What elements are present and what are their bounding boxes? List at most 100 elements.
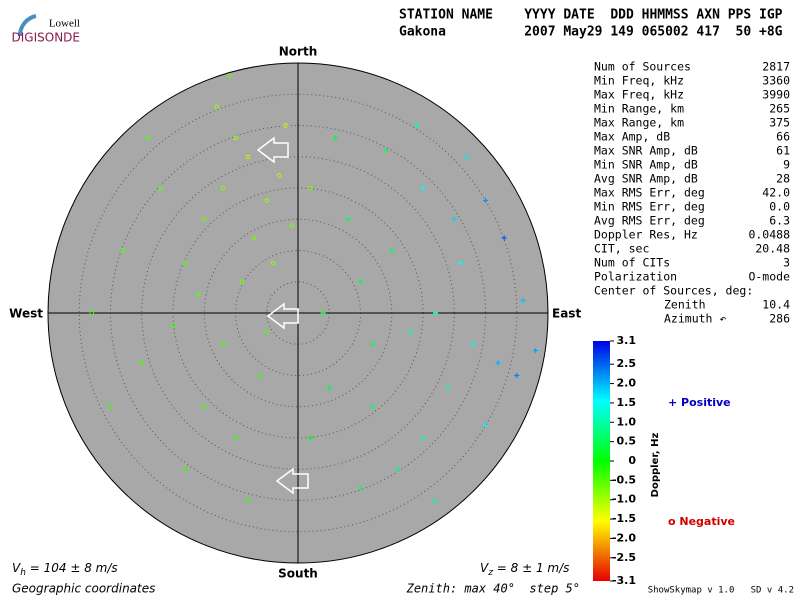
source-negative xyxy=(108,404,113,410)
source-positive xyxy=(408,329,413,335)
colorbar-tick-label: -1.0 xyxy=(612,493,636,506)
stat-value: 9 xyxy=(783,158,790,172)
source-positive xyxy=(420,435,426,441)
stat-value: 20.48 xyxy=(755,242,790,256)
arrow xyxy=(266,302,299,330)
vh-sub: h xyxy=(20,568,26,578)
vh-symbol: V xyxy=(12,561,21,575)
source-positive xyxy=(308,435,313,441)
stat-label: Azimuth ↶ xyxy=(664,312,726,326)
logo-top: Lowell xyxy=(49,18,80,30)
stat-value: 28 xyxy=(776,172,790,186)
stat-label: Min SNR Amp, dB xyxy=(594,158,698,172)
source-positive xyxy=(445,385,451,391)
source-positive xyxy=(383,148,388,153)
source-positive xyxy=(451,216,457,222)
source-positive xyxy=(433,310,438,316)
source-positive xyxy=(358,279,363,285)
colorbar-tick-label: 1.0 xyxy=(617,415,637,428)
source-negative xyxy=(226,73,232,78)
colorbar-tick-label: 0 xyxy=(628,454,636,467)
colorbar-tick-label: -3.1 xyxy=(612,574,636,587)
source-negative xyxy=(233,135,238,141)
source-positive xyxy=(470,341,476,347)
coords-label: Geographic coordinates xyxy=(12,582,155,596)
source-negative xyxy=(289,223,295,228)
stat-label: Doppler Res, Hz xyxy=(594,228,698,242)
source-negative xyxy=(308,185,313,191)
source-negative xyxy=(120,248,126,253)
source-positive xyxy=(458,260,463,266)
source-negative xyxy=(245,154,251,160)
vz-symbol: V xyxy=(480,561,489,575)
stat-label: Max RMS Err, deg xyxy=(594,186,705,200)
stat-value: 265 xyxy=(769,102,790,116)
source-negative xyxy=(233,435,238,441)
source-positive xyxy=(483,198,488,203)
stat-value: 2817 xyxy=(762,60,790,74)
south-label: South xyxy=(278,567,318,581)
source-positive xyxy=(514,373,520,378)
source-negative xyxy=(89,310,95,316)
header-line: Gakona 2007 May29 149 065002 417 50 +8G xyxy=(399,25,783,40)
source-positive xyxy=(433,498,438,503)
source-negative xyxy=(201,216,207,222)
stat-label: Max Freq, kHz xyxy=(594,88,684,102)
stat-value: 42.0 xyxy=(762,186,790,200)
stat-label: Avg SNR Amp, dB xyxy=(594,172,698,186)
colorbar-tick-label: -2.5 xyxy=(612,551,636,564)
stat-label: Min Freq, kHz xyxy=(594,74,684,88)
source-negative xyxy=(170,323,176,328)
legend-negative: o Negative xyxy=(668,515,735,528)
center-title: Center of Sources, deg: xyxy=(594,284,753,298)
arrow xyxy=(275,467,309,495)
source-positive xyxy=(495,360,501,366)
colorbar-tick-label: 0.5 xyxy=(617,435,637,448)
stat-label: Max Range, km xyxy=(594,116,684,130)
source-negative xyxy=(264,198,270,203)
source-positive xyxy=(520,298,526,303)
stat-label: Avg RMS Err, deg xyxy=(594,214,705,228)
source-negative xyxy=(239,279,245,285)
source-negative xyxy=(264,329,270,335)
source-negative xyxy=(201,404,207,410)
stat-label: Polarization xyxy=(594,270,677,284)
header-line: STATION NAME YYYY DATE DDD HHMMSS AXN PP… xyxy=(399,8,783,23)
source-negative xyxy=(139,360,145,366)
source-positive xyxy=(501,235,507,241)
west-label: West xyxy=(9,307,43,321)
source-negative xyxy=(245,498,251,503)
stat-value: 61 xyxy=(776,144,790,158)
stat-label: Num of Sources xyxy=(594,60,691,74)
source-positive xyxy=(358,485,363,491)
east-label: East xyxy=(552,307,581,321)
source-negative xyxy=(183,260,188,266)
source-positive xyxy=(370,404,376,410)
source-negative xyxy=(195,291,201,297)
north-label: North xyxy=(279,45,317,59)
source-negative xyxy=(270,260,276,266)
source-positive xyxy=(389,248,395,253)
vh-label: Vh = 104 ± 8 m/s xyxy=(12,561,118,578)
zenith-label: Zenith: max 40° step 5° xyxy=(406,582,580,596)
logo-bottom: DIGISONDE xyxy=(12,31,80,45)
source-positive xyxy=(320,310,326,316)
source-positive xyxy=(333,135,338,141)
colorbar-tick-label: -0.5 xyxy=(612,473,636,486)
source-negative xyxy=(145,135,151,141)
stat-label: Max SNR Amp, dB xyxy=(594,144,698,158)
stat-value: 3360 xyxy=(762,74,790,88)
colorbar-tick-label: 3.1 xyxy=(617,334,637,347)
stat-value: 66 xyxy=(776,130,790,144)
stat-value: 0.0488 xyxy=(748,228,790,242)
version-label: ShowSkymap v 1.0 SD v 4.2 xyxy=(648,586,794,596)
legend-positive: + Positive xyxy=(668,396,731,409)
arrow xyxy=(256,136,289,164)
colorbar-title: Doppler, Hz xyxy=(650,433,661,498)
source-negative xyxy=(276,173,282,178)
source-positive xyxy=(464,154,470,160)
colorbar-tick-label: 1.5 xyxy=(617,396,637,409)
source-negative xyxy=(183,466,188,472)
stat-value: 3990 xyxy=(762,88,790,102)
